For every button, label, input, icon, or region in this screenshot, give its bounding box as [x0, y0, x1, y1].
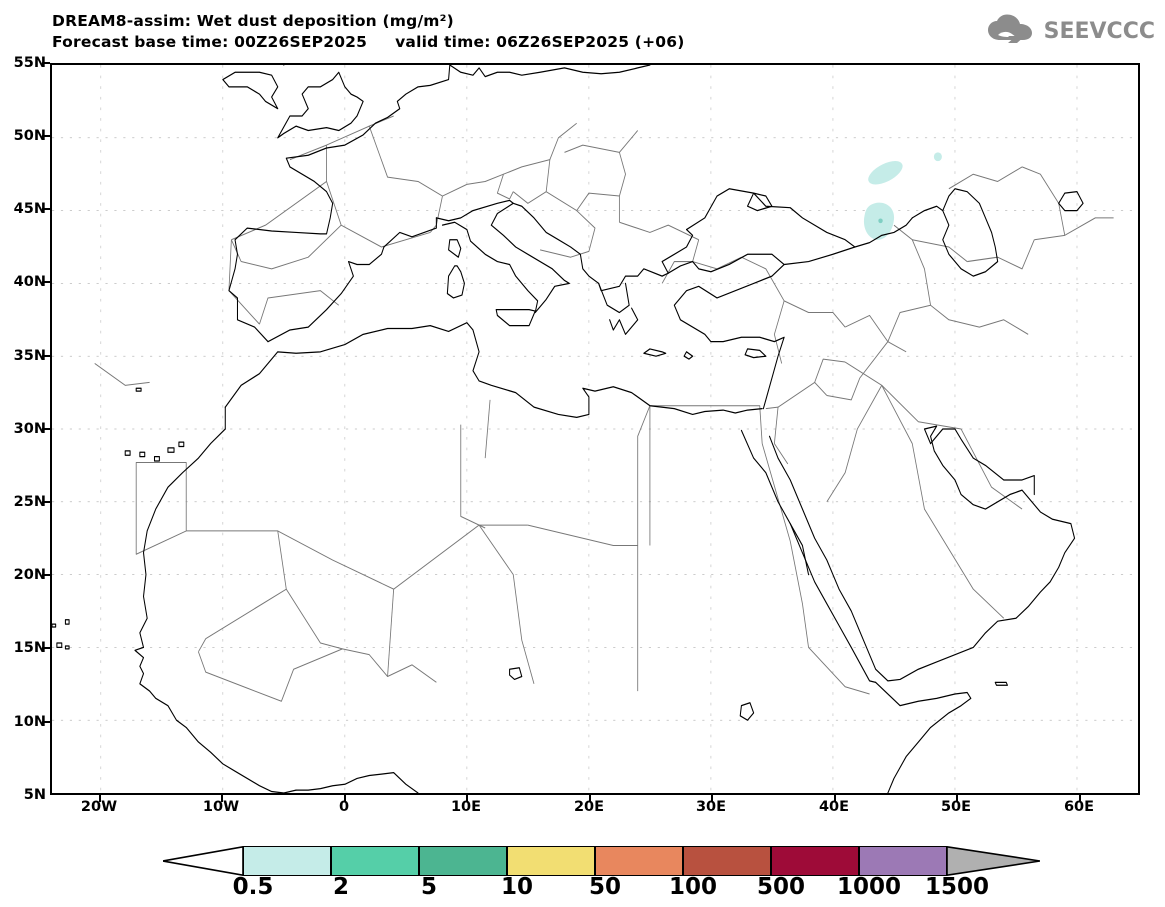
deposition-blob-north [868, 161, 903, 185]
logo-text: SEEVCCC [1043, 18, 1155, 44]
colorbar-band-1 [331, 846, 419, 876]
map-plot-area [50, 63, 1140, 795]
lon-label-0: 0 [338, 799, 350, 815]
colorbar-tick-500: 500 [756, 874, 806, 900]
lat-tick-55N [42, 62, 50, 64]
lat-label-10N: 10N [13, 714, 46, 730]
colorbar-under-arrow [163, 846, 243, 876]
lat-label-25N: 25N [13, 494, 46, 510]
lat-label-5N: 5N [23, 787, 46, 803]
lon-tick-10E [466, 795, 468, 802]
colorbar-over-arrow [947, 846, 1040, 876]
colorbar-bands [243, 846, 947, 876]
lat-tick-10N [42, 721, 50, 723]
gridlines [52, 65, 1138, 793]
colorbar-band-7 [859, 846, 947, 876]
lat-label-30N: 30N [13, 421, 46, 437]
colorbar-tick-0_5: 0.5 [232, 874, 274, 900]
lon-tick-20W [99, 795, 101, 802]
lon-label-10E: 10E [450, 799, 482, 815]
lat-tick-15N [42, 647, 50, 649]
colorbar-legend [163, 846, 1040, 876]
chart-header: DREAM8-assim: Wet dust deposition (mg/m²… [0, 0, 1165, 60]
lat-label-40N: 40N [13, 274, 46, 290]
deposition-speck-inner [878, 218, 883, 224]
deposition-field [863, 152, 942, 240]
lon-tick-0 [344, 795, 346, 802]
lat-label-20N: 20N [13, 567, 46, 583]
lon-tick-50E [956, 795, 958, 802]
lat-tick-50N [42, 135, 50, 137]
lon-label-20E: 20E [573, 799, 605, 815]
colorbar-band-6 [771, 846, 859, 876]
map-canvas [52, 65, 1138, 793]
cloud-icon [986, 14, 1038, 48]
chart-title: DREAM8-assim: Wet dust deposition (mg/m²… [52, 12, 454, 30]
colorbar-tick-50: 50 [588, 874, 622, 900]
colorbar-tick-100: 100 [668, 874, 718, 900]
coastlines [52, 65, 1084, 793]
lon-tick-10W [221, 795, 223, 802]
lon-label-20W: 20W [80, 799, 118, 815]
lon-label-40E: 40E [818, 799, 850, 815]
colorbar-tick-2: 2 [332, 874, 350, 900]
seevccc-logo: SEEVCCC [986, 14, 1155, 48]
colorbar-tick-5: 5 [420, 874, 438, 900]
lat-label-45N: 45N [13, 201, 46, 217]
lon-label-30E: 30E [695, 799, 727, 815]
chart-subtitle: Forecast base time: 00Z26SEP2025 valid t… [52, 33, 685, 51]
colorbar-band-5 [683, 846, 771, 876]
country-borders [94, 115, 1114, 702]
lat-label-35N: 35N [13, 348, 46, 364]
colorbar-band-4 [595, 846, 683, 876]
lat-label-50N: 50N [13, 128, 46, 144]
colorbar-tick-1500: 1500 [924, 874, 990, 900]
deposition-speck-northeast [933, 152, 942, 162]
lat-tick-30N [42, 428, 50, 430]
lat-tick-40N [42, 281, 50, 283]
colorbar-tick-1000: 1000 [836, 874, 902, 900]
colorbar-band-3 [507, 846, 595, 876]
colorbar-tick-10: 10 [500, 874, 534, 900]
lon-label-50E: 50E [940, 799, 972, 815]
lat-tick-25N [42, 501, 50, 503]
lat-tick-20N [42, 574, 50, 576]
lat-tick-45N [42, 208, 50, 210]
lon-label-10W: 10W [202, 799, 240, 815]
colorbar-band-2 [419, 846, 507, 876]
lon-tick-60E [1079, 795, 1081, 802]
lon-tick-20E [589, 795, 591, 802]
colorbar-band-0 [243, 846, 331, 876]
lon-label-60E: 60E [1063, 799, 1095, 815]
lat-tick-35N [42, 355, 50, 357]
lat-label-55N: 55N [13, 55, 46, 71]
lon-tick-30E [711, 795, 713, 802]
lon-tick-40E [834, 795, 836, 802]
lat-label-15N: 15N [13, 640, 46, 656]
